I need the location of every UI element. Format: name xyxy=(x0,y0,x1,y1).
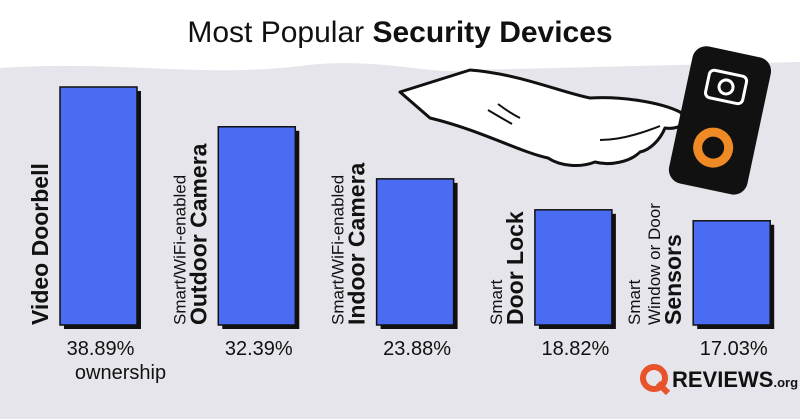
title-bold: Security Devices xyxy=(372,16,612,49)
logo: REVIEWS.org xyxy=(640,364,798,396)
category-label: Indoor Camera xyxy=(344,162,370,325)
logo-mark xyxy=(640,364,668,392)
value-label: 32.39% xyxy=(225,338,293,360)
bar xyxy=(59,86,138,326)
category-prefix: Smart/WiFi-enabled xyxy=(329,175,348,325)
logo-name: REVIEWS xyxy=(672,367,773,392)
category-label: Sensors xyxy=(660,234,686,325)
hand xyxy=(398,68,686,167)
doorbell-illustration xyxy=(668,46,772,195)
chart-title: Most Popular Security Devices xyxy=(187,16,612,49)
category-prefix: Smart/WiFi-enabled xyxy=(170,175,189,325)
logo-suffix: .org xyxy=(773,375,798,390)
camera-icon xyxy=(703,68,749,106)
bar xyxy=(375,178,455,326)
category-label: Video Doorbell xyxy=(27,163,53,325)
bar xyxy=(692,220,771,326)
category-prefix: Smart xyxy=(625,279,644,325)
category-prefix: Window or Door xyxy=(645,203,664,325)
value-label: 23.88% xyxy=(383,338,451,360)
bar xyxy=(534,209,613,326)
value-label: 38.89% xyxy=(67,338,135,360)
hand-illustration xyxy=(398,68,686,167)
title-regular: Most Popular xyxy=(187,16,364,49)
camera-lens xyxy=(717,78,735,96)
category-label: Outdoor Camera xyxy=(185,143,211,325)
logo-tail xyxy=(655,380,671,396)
category-label: Door Lock xyxy=(502,211,528,325)
value-note: ownership xyxy=(75,362,166,384)
logo-text: REVIEWS.org xyxy=(672,367,798,392)
hand-crease xyxy=(487,103,661,141)
category-prefix: Smart xyxy=(487,279,506,325)
value-label: 18.82% xyxy=(541,338,609,360)
bar xyxy=(217,126,297,326)
doorbell-button-inner xyxy=(702,136,725,159)
value-label: 17.03% xyxy=(700,338,768,360)
